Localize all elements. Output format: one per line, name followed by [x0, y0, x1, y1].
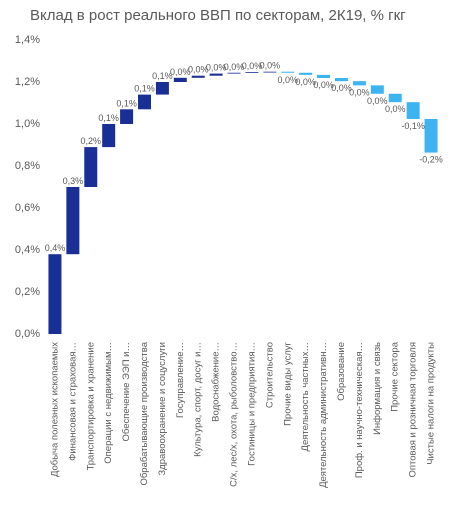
bar — [48, 254, 62, 334]
x-tick-label: Прочие сектора — [390, 341, 401, 411]
x-tick-label: Водоснабжение… — [211, 342, 222, 422]
x-tick-label: Образование — [336, 342, 347, 401]
value-label: 0,3% — [63, 176, 84, 186]
bar — [424, 118, 438, 153]
x-tick-label: Проф. и научно-техническая… — [354, 342, 365, 478]
y-tick-label: 0,4% — [15, 244, 40, 256]
value-label: 0,0% — [242, 61, 263, 71]
value-label: 0,1% — [152, 71, 173, 81]
value-label: 0,0% — [278, 75, 299, 85]
y-tick-label: 0,2% — [15, 286, 40, 298]
value-label: 0,0% — [313, 80, 334, 90]
x-tick-label: Чистые налоги на продукты — [426, 342, 437, 465]
x-tick-label: Добыча полезных ископаемых — [49, 342, 60, 477]
bar — [209, 73, 223, 76]
bar — [388, 93, 402, 103]
value-label: 0,4% — [45, 243, 66, 253]
value-label: 0,0% — [188, 65, 209, 75]
value-label: 0,0% — [224, 62, 245, 72]
x-tick-label: Обеспечение ЭЭП и… — [121, 342, 132, 442]
x-tick-label: Деятельность административн… — [318, 342, 329, 488]
x-tick-label: Обрабатывающие производства — [139, 341, 150, 485]
value-label: 0,0% — [385, 104, 406, 114]
bar — [191, 75, 205, 78]
y-tick-label: 1,4% — [15, 34, 40, 46]
y-tick-label: 0,0% — [15, 328, 40, 340]
bar — [370, 85, 384, 94]
bar — [120, 109, 134, 124]
value-label: -0,1% — [401, 121, 425, 131]
bar — [281, 71, 295, 73]
value-label: 0,0% — [170, 67, 191, 77]
y-tick-label: 1,0% — [15, 118, 40, 130]
chart-title: Вклад в рост реального ВВП по секторам, … — [30, 7, 406, 24]
value-label: -0,2% — [419, 155, 443, 165]
bar — [352, 81, 366, 86]
bar — [66, 187, 80, 255]
x-tick-label: Строительство — [264, 342, 275, 408]
bar — [335, 78, 348, 82]
value-label: 0,0% — [260, 61, 281, 71]
x-tick-label: Деятельность частных… — [300, 342, 311, 451]
x-tick-label: Госуправление… — [175, 342, 186, 418]
bar — [155, 82, 169, 95]
bar — [84, 147, 98, 187]
value-label: 0,1% — [116, 98, 137, 108]
x-tick-label: Здравоохранение и соцуслуги — [157, 342, 168, 476]
bar — [227, 72, 241, 74]
bar — [406, 102, 420, 119]
x-tick-label: Культура, спорт, досуг и… — [193, 342, 204, 457]
y-tick-label: 0,6% — [15, 202, 40, 214]
bar — [317, 74, 331, 79]
value-label: 0,0% — [331, 83, 352, 93]
x-tick-label: Транспортировка и хранение — [85, 342, 96, 471]
bar — [102, 124, 116, 148]
value-label: 0,0% — [367, 96, 388, 106]
bar — [138, 94, 151, 110]
value-label: 0,0% — [349, 87, 370, 97]
x-tick-label: С/х, лес/х, охота, рыболовство… — [229, 342, 240, 487]
bar — [299, 72, 313, 75]
x-tick-label: Гостиницы и предприятия… — [246, 342, 257, 466]
bar — [263, 71, 277, 73]
bar — [173, 77, 187, 82]
value-label: 0,1% — [98, 113, 119, 123]
x-tick-label: Прочие виды услуг — [282, 341, 293, 425]
x-tick-label: Операции с недвижимым… — [103, 342, 114, 464]
x-tick-label: Информация и связь — [372, 342, 383, 435]
value-label: 0,1% — [134, 84, 155, 94]
y-tick-label: 0,8% — [15, 160, 40, 172]
value-label: 0,0% — [295, 77, 316, 87]
value-label: 0,2% — [81, 136, 102, 146]
x-tick-label: Оптовая и розничная торговля — [408, 342, 419, 478]
value-label: 0,0% — [206, 63, 227, 73]
bar — [245, 72, 259, 73]
y-tick-label: 1,2% — [15, 76, 40, 88]
x-tick-label: Финансовая и страховая… — [67, 342, 78, 461]
